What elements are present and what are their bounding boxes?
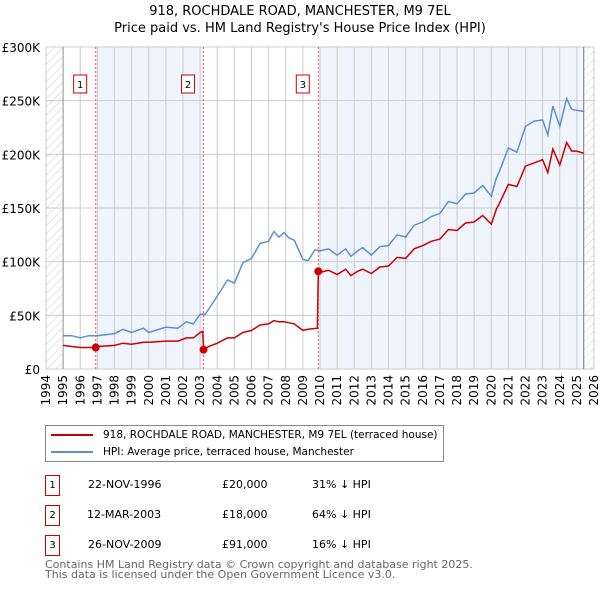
sale-hpi-diff: 64% ↓ HPI (312, 508, 371, 521)
x-tick-label: 2011 (330, 375, 344, 406)
x-tick-label: 2006 (245, 375, 259, 406)
x-tick-label: 2005 (227, 375, 241, 406)
x-tick-label: 2010 (313, 375, 327, 406)
x-tick-label: 2009 (296, 375, 310, 406)
x-tick-label: 2012 (347, 375, 361, 406)
footer: Contains HM Land Registry data © Crown c… (45, 558, 473, 581)
y-tick-label: £250K (2, 95, 42, 109)
x-tick-label: 2008 (279, 375, 293, 406)
sale-marker-label: 3 (45, 535, 60, 556)
legend-label-hpi: HPI: Average price, terraced house, Manc… (103, 446, 354, 458)
sale-marker-label: 3 (300, 80, 306, 91)
sale-hpi-diff: 31% ↓ HPI (312, 478, 371, 491)
sale-date: 26-NOV-2009 (88, 538, 162, 551)
x-tick-label: 1995 (56, 375, 70, 406)
sale-marker-box (181, 74, 196, 94)
sale-point (91, 343, 100, 352)
sale-date: 22-NOV-1996 (88, 478, 162, 491)
x-tick-label: 2019 (467, 375, 481, 406)
x-tick-label: 2025 (570, 375, 584, 406)
sale-point (314, 267, 323, 276)
y-tick-label: £100K (2, 256, 42, 270)
x-tick-label: 1997 (90, 375, 104, 406)
sale-marker-label: 2 (45, 505, 60, 526)
x-tick-label: 2004 (210, 375, 224, 406)
footer-copyright: Contains HM Land Registry data © Crown c… (45, 558, 473, 571)
hpi-line (63, 96, 584, 339)
sale-point (199, 345, 208, 354)
x-tick-label: 2000 (142, 375, 156, 406)
x-tick-label: 1998 (108, 375, 122, 406)
y-tick-label: £0 (25, 363, 40, 377)
x-tick-label: 2023 (536, 375, 550, 406)
x-tick-label: 2002 (176, 375, 190, 406)
sale-hpi-diff: 16% ↓ HPI (312, 538, 371, 551)
sale-date: 12-MAR-2003 (87, 508, 162, 521)
y-tick-label: £150K (2, 202, 42, 216)
x-tick-label: 2018 (450, 375, 464, 406)
x-tick-label: 2022 (519, 375, 533, 406)
x-tick-label: 2016 (416, 375, 430, 406)
x-tick-label: 2007 (262, 375, 276, 406)
y-tick-label: £200K (2, 148, 42, 162)
sale-price: £18,000 (222, 508, 268, 521)
x-tick-label: 2014 (382, 375, 396, 406)
footer-licence: This data is licensed under the Open Gov… (45, 568, 396, 581)
legend-label-property: 918, ROCHDALE ROAD, MANCHESTER, M9 7EL (… (103, 429, 438, 441)
legend-swatch-hpi (51, 451, 93, 453)
legend: 918, ROCHDALE ROAD, MANCHESTER, M9 7EL (… (45, 425, 444, 462)
y-tick-label: £300K (2, 41, 42, 55)
x-tick-label: 2001 (159, 375, 173, 406)
x-tick-label: 1999 (125, 375, 139, 406)
sale-marker-label: 1 (77, 80, 83, 91)
sale-marker-box (295, 74, 310, 94)
x-tick-label: 1994 (39, 375, 53, 406)
legend-swatch-property (51, 434, 93, 436)
chart-subtitle: Price paid vs. HM Land Registry's House … (114, 21, 486, 36)
x-tick-label: 2015 (399, 375, 413, 406)
sale-price: £20,000 (222, 478, 268, 491)
chart-title: 918, ROCHDALE ROAD, MANCHESTER, M9 7EL (149, 4, 451, 19)
sale-marker-label: 2 (185, 80, 191, 91)
x-tick-label: 2021 (501, 375, 515, 406)
x-tick-label: 1996 (73, 375, 87, 406)
sale-price: £91,000 (222, 538, 268, 551)
x-tick-label: 2017 (433, 375, 447, 406)
x-tick-label: 2003 (193, 375, 207, 406)
x-tick-label: 2026 (587, 375, 600, 406)
y-tick-label: £50K (9, 309, 41, 323)
sale-marker-box (73, 74, 88, 94)
sale-marker-label: 1 (45, 475, 60, 496)
x-tick-label: 2024 (553, 375, 567, 406)
x-tick-label: 2013 (364, 375, 378, 406)
x-tick-label: 2020 (484, 375, 498, 406)
